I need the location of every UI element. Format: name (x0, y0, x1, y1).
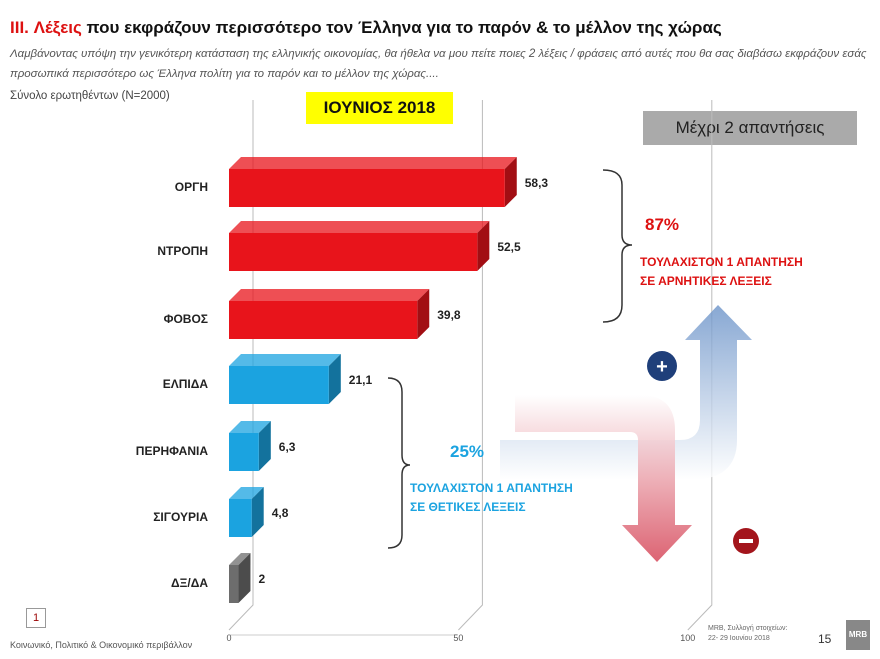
max-answers-label: Μέχρι 2 απαντήσεις (643, 111, 857, 145)
bar-face (229, 233, 478, 271)
bar-face (229, 366, 329, 404)
title-prefix: III. Λέξεις (10, 18, 82, 37)
positive-note-line2: ΣΕ ΘΕΤΙΚΕΣ ΛΕΞΕΙΣ (410, 500, 526, 514)
bar-top (229, 354, 341, 366)
bar-face (229, 301, 418, 339)
value-label: 52,5 (497, 240, 521, 254)
bar-top (229, 157, 517, 169)
negative-note: ΤΟΥΛΑΧΙΣΤΟΝ 1 ΑΠΑΝΤΗΣΗ ΣΕ ΑΡΝΗΤΙΚΕΣ ΛΕΞΕΙ… (640, 253, 803, 291)
page-title: III. Λέξεις που εκφράζουν περισσότερο το… (10, 18, 722, 38)
positive-bracket (387, 377, 411, 549)
category-label: ΔΞ/ΔΑ (171, 576, 208, 590)
positive-note-line1: ΤΟΥΛΑΧΙΣΤΟΝ 1 ΑΠΑΝΤΗΣΗ (410, 481, 573, 495)
bar-5 (229, 487, 264, 537)
bar-face (229, 169, 505, 207)
category-label: ΕΛΠΙΔΑ (162, 377, 208, 391)
bar-side (477, 221, 490, 271)
bar-side (504, 157, 517, 207)
negative-pct: 87% (645, 215, 680, 234)
x-tick-label: 50 (453, 633, 463, 643)
bar-face (229, 433, 259, 471)
question-text: Λαμβάνοντας υπόψη την γενικότερη κατάστα… (10, 48, 867, 80)
value-label: 6,3 (278, 440, 296, 454)
source-line2: 22- 29 Ιουνίου 2018 (708, 635, 770, 642)
category-label: ΝΤΡΟΠΗ (157, 244, 208, 258)
svg-text:+: + (656, 356, 668, 378)
category-label: ΟΡΓΗ (174, 180, 208, 194)
bar-2 (229, 289, 430, 339)
bar-6 (229, 553, 251, 603)
value-label: 4,8 (271, 506, 289, 520)
value-label: 2 (258, 572, 266, 586)
category-label: ΠΕΡΗΦΑΝΙΑ (135, 444, 208, 458)
page-number: 15 (818, 632, 832, 646)
bar-3 (229, 354, 341, 404)
negative-bracket (602, 169, 633, 323)
mrb-logo: MRB (846, 620, 870, 650)
bar-face (229, 565, 239, 603)
bar-side (417, 289, 430, 339)
category-label: ΦΟΒΟΣ (163, 312, 208, 326)
bar-face (229, 499, 252, 537)
source-line1: MRB, Συλλογή στοιχείων: (708, 625, 788, 632)
plus-icon (647, 351, 677, 381)
up-arrow-icon (500, 305, 752, 480)
title-rest: που εκφράζουν περισσότερο τον Έλληνα για… (81, 18, 722, 37)
slide-number-box: 1 (26, 608, 46, 628)
value-label: 58,3 (524, 176, 549, 190)
base-text: Σύνολο ερωτηθέντων (N=2000) (10, 90, 170, 102)
value-label: 39,8 (437, 308, 461, 322)
bar-top (229, 421, 271, 433)
gridline-100 (687, 100, 713, 631)
bar-top (229, 221, 490, 233)
bar-top (229, 487, 264, 499)
footer-section: Κοινωνικό, Πολιτικό & Οικονομικό περιβάλ… (10, 640, 193, 650)
x-tick-label: 0 (226, 633, 231, 643)
negative-note-line1: ΤΟΥΛΑΧΙΣΤΟΝ 1 ΑΠΑΝΤΗΣΗ (640, 255, 803, 269)
down-arrow-icon (515, 395, 692, 562)
bar-side (258, 421, 271, 471)
bar-top (229, 289, 430, 301)
category-label: ΣΙΓΟΥΡΙΑ (153, 510, 208, 524)
period-label: ΙΟΥΝΙΟΣ 2018 (306, 92, 453, 124)
gridline-50 (458, 100, 483, 631)
bar-0 (229, 157, 517, 207)
positive-note: ΤΟΥΛΑΧΙΣΤΟΝ 1 ΑΠΑΝΤΗΣΗ ΣΕ ΘΕΤΙΚΕΣ ΛΕΞΕΙΣ (410, 479, 573, 517)
bar-4 (229, 421, 271, 471)
x-tick-label: 100 (680, 633, 695, 643)
negative-note-line2: ΣΕ ΑΡΝΗΤΙΚΕΣ ΛΕΞΕΙΣ (640, 274, 772, 288)
positive-pct: 25% (450, 442, 485, 461)
bar-side (328, 354, 341, 404)
bar-1 (229, 221, 490, 271)
bar-top (229, 553, 251, 565)
bar-side (238, 553, 251, 603)
bar-side (251, 487, 264, 537)
source-note: MRB, Συλλογή στοιχείων: 22- 29 Ιουνίου 20… (708, 624, 787, 644)
value-label: 21,1 (348, 373, 373, 387)
